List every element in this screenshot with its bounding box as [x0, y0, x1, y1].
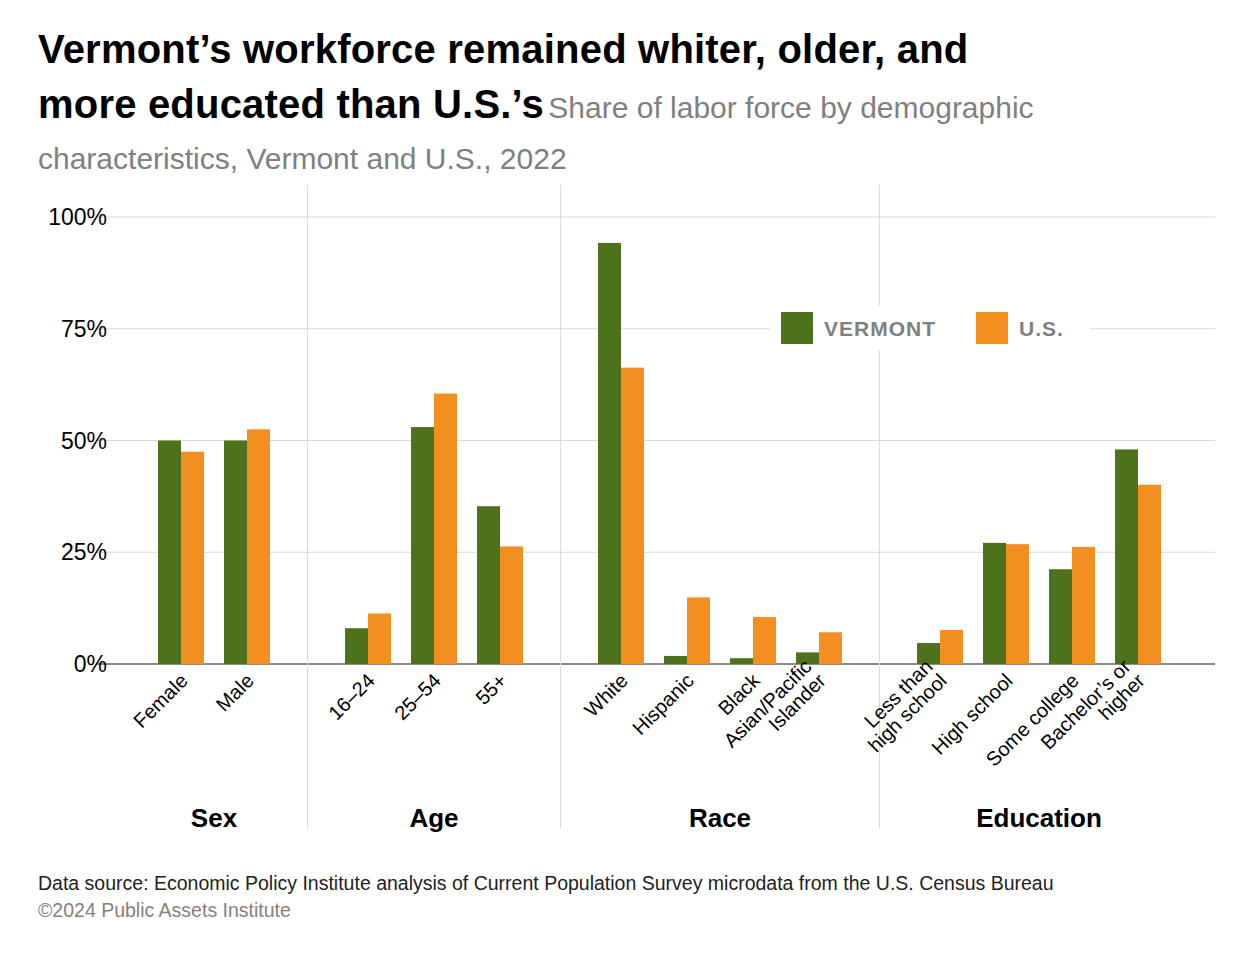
bar	[368, 613, 391, 664]
bar	[730, 658, 753, 664]
bar	[1138, 485, 1161, 664]
y-tick-label: 75%	[61, 316, 107, 342]
legend-swatch	[976, 312, 1008, 344]
x-tick-label: Female	[129, 669, 192, 732]
bar	[345, 628, 368, 664]
bar	[247, 429, 270, 664]
group-label: Age	[409, 803, 458, 833]
x-tick-label-line: higher	[1094, 669, 1149, 724]
y-tick-label: 50%	[61, 428, 107, 454]
bar	[983, 543, 1006, 664]
group-label: Race	[689, 803, 751, 833]
legend-swatch	[781, 312, 813, 344]
group-label: Sex	[191, 803, 238, 833]
legend-label: U.S.	[1019, 317, 1064, 340]
x-labels: FemaleMale16–2425–5455+WhiteHispanicBlac…	[129, 655, 1149, 771]
chart-svg: 0% 25% 50% 75% 100% Female Male 16–2425–54 55+ Wh…	[0, 0, 1260, 958]
x-tick-label-line: White	[580, 669, 632, 721]
x-tick-label-line: 55+	[471, 669, 511, 709]
bar	[1072, 547, 1095, 664]
group-label: Education	[976, 803, 1102, 833]
bar	[664, 656, 687, 664]
x-tick-label-line: Islander	[764, 669, 830, 735]
group-separator	[560, 185, 561, 828]
legend-background	[770, 306, 1090, 350]
bar	[1049, 569, 1072, 664]
header: Vermont’s workforce remained whiter, old…	[38, 26, 1078, 187]
legend-label: VERMONT	[824, 317, 936, 340]
bar	[819, 632, 842, 664]
y-tick-label: 0%	[74, 651, 107, 677]
bar	[411, 427, 434, 664]
bar	[181, 452, 204, 664]
x-tick-label: 55+	[471, 669, 511, 709]
bar	[940, 630, 963, 664]
bar	[477, 506, 500, 664]
grid-line	[97, 217, 1215, 218]
y-axis-line	[97, 217, 98, 664]
group-separator	[307, 185, 308, 828]
x-tick-label: Hispanic	[628, 669, 698, 739]
x-tick-label: Male	[212, 669, 258, 715]
x-tick-label-line: Male	[212, 669, 258, 715]
bar	[598, 243, 621, 664]
chart-root: Vermont’s workforce remained whiter, old…	[0, 0, 1260, 958]
x-tick-label-line: 16–24	[324, 669, 379, 724]
source: Data source: Economic Policy Institute a…	[38, 872, 1054, 894]
x-tick-label-line: Hispanic	[628, 669, 698, 739]
x-tick-label: 25–54	[390, 669, 445, 724]
bar	[500, 546, 523, 664]
legend: VERMONT U.S.	[770, 306, 1090, 350]
grid: 0% 25% 50% 75% 100%	[48, 185, 1215, 828]
bar	[158, 441, 181, 665]
copyright: ©2024 Public Assets Institute	[38, 899, 291, 921]
bar	[224, 441, 247, 665]
y-tick-label: 25%	[61, 539, 107, 565]
bar	[434, 394, 457, 664]
x-tick-label: 16–24	[324, 669, 379, 724]
bar	[1006, 544, 1029, 664]
x-tick-label: Bachelor’s orhigher	[1036, 655, 1149, 768]
x-tick-label: Asian/PacificIslander	[719, 655, 830, 766]
bar	[621, 368, 644, 664]
bars	[158, 243, 1161, 664]
bar	[687, 597, 710, 664]
y-tick-label: 100%	[48, 204, 107, 230]
x-tick-label-line: Female	[129, 669, 192, 732]
bar	[1115, 449, 1138, 664]
x-tick-label: White	[580, 669, 632, 721]
bar	[753, 617, 776, 664]
x-tick-label-line: 25–54	[390, 669, 445, 724]
